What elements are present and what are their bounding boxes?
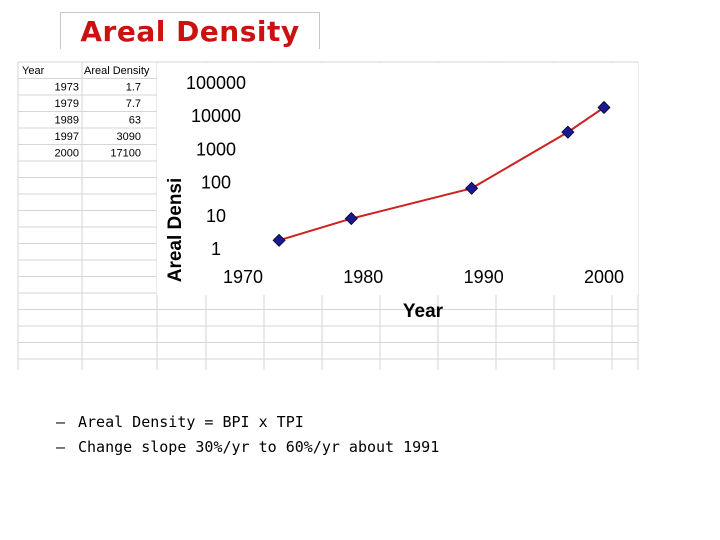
table-header-year: Year bbox=[22, 65, 45, 77]
data-point bbox=[465, 181, 479, 195]
data-table: Year Areal Density 1973 1.7 1979 7.7 1989 63 199… bbox=[22, 65, 150, 160]
data-point bbox=[561, 125, 575, 139]
table-header-density: Areal Density bbox=[84, 65, 150, 77]
x-tick-label: 1970 bbox=[223, 267, 263, 287]
bullet-text: Change slope 30%/yr to 60%/yr about 1991 bbox=[78, 438, 440, 456]
bullet-item: – Areal Density = BPI x TPI bbox=[56, 413, 304, 431]
y-tick-label: 10 bbox=[206, 206, 226, 226]
title-box: Areal Density bbox=[60, 12, 320, 49]
bullet-list: – Areal Density = BPI x TPI – Change slope… bbox=[56, 410, 439, 460]
slide-title: Areal Density bbox=[80, 15, 300, 48]
data-point bbox=[272, 233, 286, 247]
y-tick-label: 10000 bbox=[191, 106, 241, 126]
data-point bbox=[344, 212, 358, 226]
x-axis-title: Year bbox=[403, 301, 444, 322]
line-chart: 1 10 100 1000 10000 100000 1970 1980 1990 2000 Yea… bbox=[157, 63, 638, 322]
y-tick-label: 100 bbox=[201, 173, 231, 193]
x-tick-label: 1990 bbox=[464, 267, 504, 287]
table-cell-year: 1979 bbox=[55, 98, 79, 110]
table-cell-density: 63 bbox=[129, 115, 141, 127]
data-point bbox=[597, 100, 611, 115]
y-tick-label: 100000 bbox=[186, 73, 246, 93]
x-tick-label: 2000 bbox=[584, 267, 624, 287]
table-cell-year: 2000 bbox=[55, 148, 79, 160]
bullet-text: Areal Density = BPI x TPI bbox=[78, 413, 304, 431]
table-cell-year: 1989 bbox=[55, 115, 79, 127]
table-cell-density: 1.7 bbox=[126, 82, 141, 94]
table-cell-year: 1997 bbox=[55, 131, 79, 143]
spreadsheet-chart: Year Areal Density 1973 1.7 1979 7.7 1989 63 199… bbox=[17, 61, 639, 370]
y-tick-label: 1 bbox=[211, 239, 221, 259]
table-cell-density: 3090 bbox=[117, 131, 141, 143]
y-tick-label: 1000 bbox=[196, 139, 236, 159]
table-cell-density: 17100 bbox=[110, 148, 141, 160]
x-tick-label: 1980 bbox=[343, 267, 383, 287]
table-cell-year: 1973 bbox=[55, 82, 79, 94]
chart-area bbox=[157, 63, 638, 295]
table-cell-density: 7.7 bbox=[126, 98, 141, 110]
y-axis-title: Areal Densi bbox=[165, 178, 186, 283]
bullet-item: – Change slope 30%/yr to 60%/yr about 199… bbox=[56, 438, 440, 456]
